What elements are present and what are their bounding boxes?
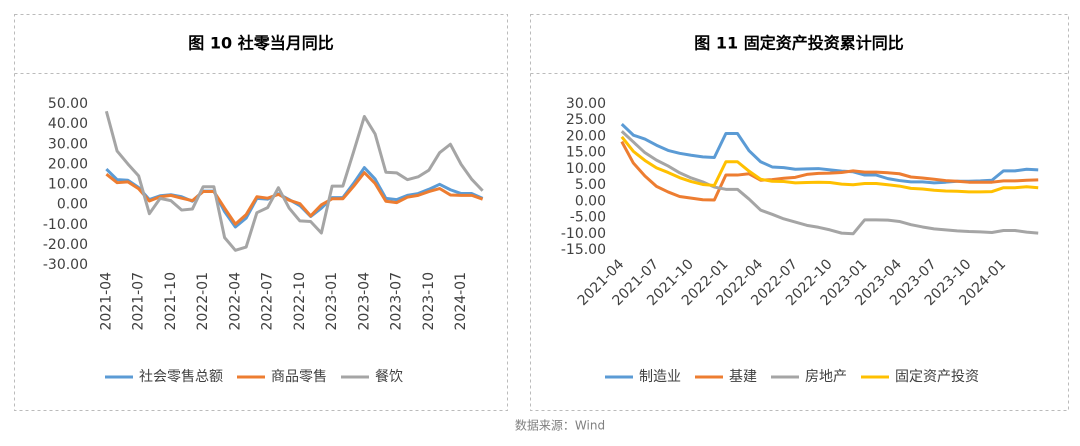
x-tick-label: 2022-10 bbox=[292, 272, 308, 331]
y-tick-label: 10.00 bbox=[48, 177, 88, 193]
y-tick-label: 0.00 bbox=[575, 193, 606, 209]
x-tick-label: 2023-04 bbox=[356, 272, 372, 331]
x-tick-label: 2022-01 bbox=[195, 272, 211, 331]
y-tick-label: -20.00 bbox=[43, 237, 88, 253]
legend-label: 制造业 bbox=[639, 369, 681, 385]
legend-label: 社会零售总额 bbox=[139, 369, 223, 385]
series-line bbox=[620, 130, 1039, 236]
y-tick-label: 30.00 bbox=[48, 136, 88, 152]
chart-title: 图 11 固定资产投资累计同比 bbox=[694, 34, 903, 53]
y-tick-label: -10.00 bbox=[43, 217, 88, 233]
x-tick-label: 2024-01 bbox=[453, 272, 469, 331]
legend-label: 商品零售 bbox=[271, 369, 327, 385]
y-tick-label: -15.00 bbox=[561, 242, 606, 258]
y-tick-label: -10.00 bbox=[561, 226, 606, 242]
source-note: 数据来源：Wind bbox=[515, 418, 605, 433]
series-line bbox=[105, 171, 484, 226]
y-tick-label: 5.00 bbox=[575, 177, 606, 193]
x-tick-label: 2023-07 bbox=[389, 272, 405, 331]
y-tick-label: -5.00 bbox=[570, 210, 606, 226]
series-line bbox=[620, 140, 1039, 202]
x-tick-label: 2021-04 bbox=[98, 272, 114, 331]
x-tick-label: 2021-07 bbox=[131, 272, 147, 331]
y-tick-label: 20.00 bbox=[48, 156, 88, 172]
legend-label: 房地产 bbox=[805, 369, 847, 385]
series-line bbox=[104, 110, 484, 252]
y-tick-label: 20.00 bbox=[566, 128, 606, 144]
y-tick-label: 30.00 bbox=[566, 96, 606, 112]
y-tick-label: 25.00 bbox=[566, 112, 606, 128]
legend-label: 餐饮 bbox=[375, 369, 403, 385]
panel-border bbox=[530, 14, 1069, 411]
legend-label: 基建 bbox=[729, 368, 757, 385]
y-tick-label: 40.00 bbox=[48, 116, 88, 132]
x-tick-label: 2022-07 bbox=[260, 272, 276, 331]
x-tick-label: 2023-01 bbox=[324, 272, 340, 331]
y-tick-label: -30.00 bbox=[43, 257, 88, 273]
x-tick-label: 2023-10 bbox=[421, 272, 437, 331]
y-tick-label: 0.00 bbox=[57, 197, 88, 213]
series-line bbox=[620, 135, 1039, 194]
x-tick-label: 2021-10 bbox=[163, 272, 179, 331]
x-tick-label: 2022-04 bbox=[227, 272, 243, 331]
y-tick-label: 10.00 bbox=[566, 161, 606, 177]
y-tick-label: 15.00 bbox=[566, 145, 606, 161]
chart-title: 图 10 社零当月同比 bbox=[188, 34, 333, 53]
y-tick-label: 50.00 bbox=[48, 96, 88, 112]
legend-label: 固定资产投资 bbox=[895, 369, 979, 385]
panel-border bbox=[14, 14, 508, 411]
